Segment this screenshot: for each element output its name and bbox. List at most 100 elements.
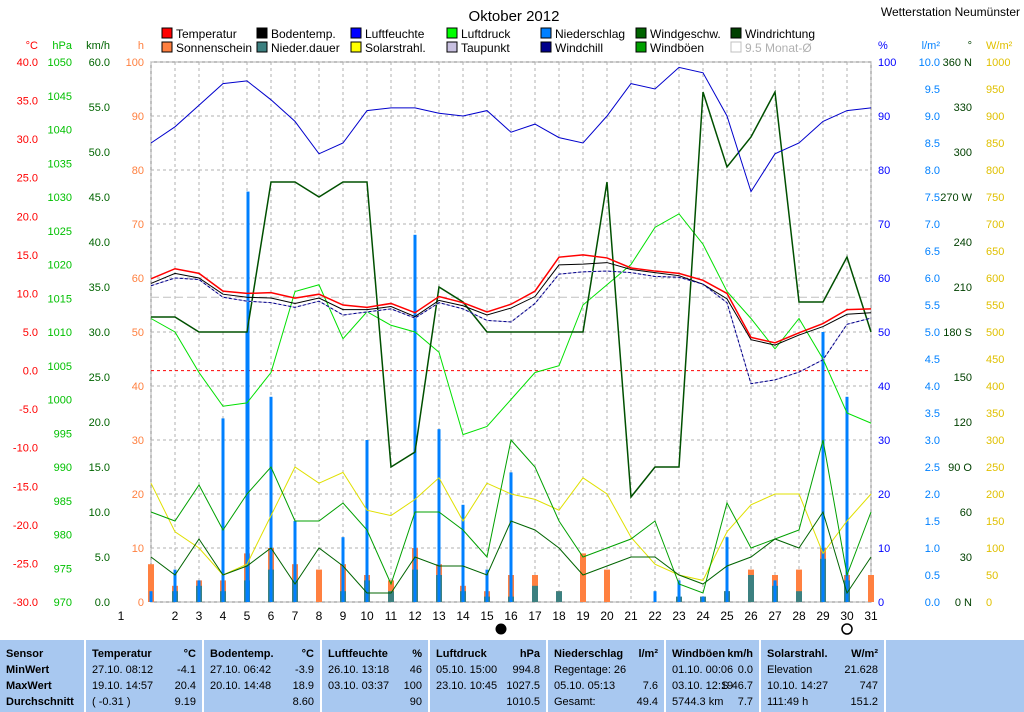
legend-label: Solarstrahl. (365, 41, 426, 55)
stats-cell-value: 1010.5 (506, 696, 540, 708)
stats-cell-value: 49.4 (636, 696, 658, 708)
x-tick-label: 23 (672, 609, 686, 623)
stats-cell-label: 5744.3 km (672, 696, 724, 708)
humidity-axis-label: 80 (878, 165, 890, 177)
full-moon-icon (841, 623, 853, 635)
stats-cell-value: 90 (409, 696, 422, 708)
stats-column-6: Solarstrahl. W/m² Elevation 21.628 10.10. 14… (761, 640, 886, 712)
solar-axis-label: 650 (986, 246, 1004, 258)
legend-label: Windböen (650, 41, 704, 55)
rain-axis-label: 7.0 (925, 219, 940, 231)
rain-axis-label: 9.5 (925, 84, 940, 96)
direction-axis-label: 210 (954, 282, 972, 294)
legend-label: Niederschlag (555, 27, 625, 41)
legend-swatch (161, 41, 173, 53)
legend-swatch (635, 41, 647, 53)
temp-axis-label-unit: °C (26, 40, 38, 52)
x-tick-label: 26 (744, 609, 758, 623)
solar-axis-label: 150 (986, 516, 1004, 528)
stats-label-sensor: Sensor (6, 648, 44, 660)
pressure-axis-label: 995 (54, 428, 72, 440)
direction-axis-label: 330 (954, 102, 972, 114)
stats-label-min: MinWert (6, 664, 50, 676)
direction-axis-label: 240 (954, 237, 972, 249)
rain-bar (173, 569, 177, 602)
direction-axis-label: 90 O (948, 462, 972, 474)
humidity-axis-label: 0 (878, 597, 884, 609)
temp-axis-label: 5.0 (23, 327, 38, 339)
x-tick-label: 22 (648, 609, 662, 623)
stats-column-0: Temperatur °C 27.10. 08:12 -4.1 19.10. 14:57… (86, 640, 204, 712)
rain-bar (509, 472, 513, 602)
hours-axis-label: 10 (132, 543, 144, 555)
wind-axis-label-unit: km/h (86, 40, 110, 52)
wind-axis-label: 0.0 (95, 597, 110, 609)
hours-axis-label: 30 (132, 435, 144, 447)
stats-cell-value: 0.0 (737, 664, 753, 676)
stats-cell-label: Gesamt: (554, 696, 596, 708)
stats-cell-value: 18.9 (292, 680, 314, 692)
stats-column-5: Windböen km/h 01.10. 00:06 0.0 03.10. 12:19 S… (666, 640, 761, 712)
x-tick-label: 15 (480, 609, 494, 623)
legend-label: Windrichtung (745, 27, 815, 41)
rain-bar (221, 418, 225, 602)
sunshine-bar (868, 575, 874, 602)
solar-axis-label: 350 (986, 408, 1004, 420)
stats-cell-label: 27.10. 06:42 (210, 664, 272, 676)
rain-axis-label: 2.0 (925, 489, 940, 501)
rain-axis-label: 4.0 (925, 381, 940, 393)
x-tick-label: 18 (552, 609, 566, 623)
solar-axis-label: 100 (986, 543, 1004, 555)
legend-label: Luftdruck (461, 27, 511, 41)
stats-cell-value: 7.6 (642, 680, 658, 692)
rain-bar-max (246, 191, 250, 602)
rain-bar (845, 396, 849, 602)
direction-axis-label: 360 N (943, 57, 972, 69)
wind-axis-label: 45.0 (89, 192, 110, 204)
pressure-axis-label: 1000 (48, 395, 72, 407)
pressure-axis-label: 975 (54, 563, 72, 575)
solar-axis-label: 300 (986, 435, 1004, 447)
solar-axis-label: 900 (986, 111, 1004, 123)
chart-title: Oktober 2012 (469, 8, 560, 25)
pressure-axis-label: 1040 (48, 125, 72, 137)
humidity-axis-label: 30 (878, 435, 890, 447)
stats-cell-value: 20.4 (174, 680, 196, 692)
wind-axis-label: 40.0 (89, 237, 110, 249)
pressure-axis-label-unit: hPa (52, 40, 72, 52)
stats-cell-value: 21.628 (844, 664, 878, 676)
legend-label: Taupunkt (461, 41, 510, 55)
legend-label: Luftfeuchte (365, 27, 425, 41)
temperature-line (150, 254, 872, 344)
x-tick-label: 4 (220, 609, 227, 623)
legend-label: 9.5 Monat-Ø (745, 41, 812, 55)
rain-bar (413, 234, 417, 603)
x-tick-label: 13 (432, 609, 446, 623)
direction-axis-label: 60 (960, 507, 972, 519)
stats-column-3: Luftdruck hPa 05.10. 15:00 994.8 23.10. 10:4… (430, 640, 548, 712)
rain-bar (437, 429, 441, 602)
wind-axis-label: 60.0 (89, 57, 110, 69)
pressure-axis-label: 1030 (48, 192, 72, 204)
stats-cell-value: 151.2 (850, 696, 878, 708)
rain-duration-bar (796, 591, 802, 602)
x-tick-label: 2 (172, 609, 179, 623)
x-tick-label: 11 (385, 609, 398, 623)
stats-cell-label: 111:49 h (767, 696, 809, 708)
pressure-axis-label: 1010 (48, 327, 72, 339)
wind-gusts-line (150, 438, 872, 594)
pressure-axis-label: 980 (54, 530, 72, 542)
stats-cell-value: S 46.7 (721, 680, 753, 692)
pressure-axis-label: 1025 (48, 226, 72, 238)
humidity-axis-label: 10 (878, 543, 890, 555)
hours-axis-label: 60 (132, 273, 144, 285)
weather-chart: Oktober 2012 Wetterstation Neumünster Temp… (13, 5, 1020, 635)
direction-axis-label: 300 (954, 147, 972, 159)
x-tick-label: 7 (292, 609, 299, 623)
direction-axis-label: 150 (954, 372, 972, 384)
temp-axis-label: -10.0 (13, 443, 38, 455)
rain-bar (293, 521, 297, 602)
rain-duration-bar (748, 575, 754, 602)
stats-cell-value: 1027.5 (506, 680, 540, 692)
